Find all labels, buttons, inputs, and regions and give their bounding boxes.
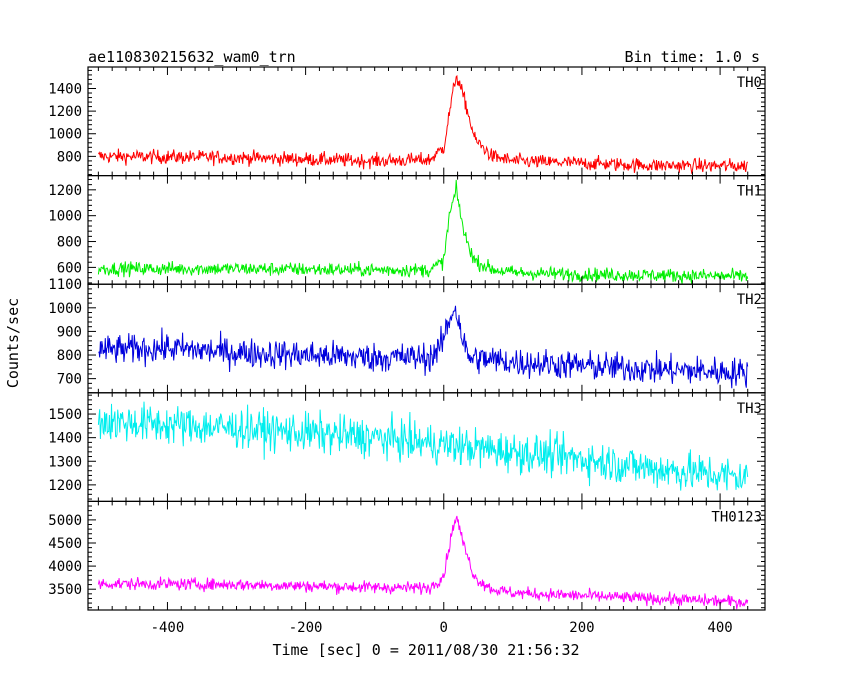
y-tick-label: 700 (57, 372, 82, 388)
y-tick-label: 1400 (48, 431, 82, 447)
trace-th3 (97, 401, 749, 491)
panel-label: TH0 (737, 75, 762, 91)
panel-label: TH3 (737, 401, 762, 417)
trace-th0123 (97, 515, 749, 610)
y-tick-label: 800 (57, 348, 82, 364)
y-tick-label: 1200 (48, 104, 82, 120)
y-tick-label: 5000 (48, 513, 82, 529)
panel-th0: 800 1000 1200 1400 TH0 (48, 66, 766, 177)
y-tick-label: 1000 (48, 127, 82, 143)
panel-th2: 700 800 900 1000 1100 TH2 (48, 277, 766, 394)
x-tick-label: 0 (440, 620, 448, 636)
y-tick-label: 1200 (48, 183, 82, 199)
y-tick-label: 800 (57, 235, 82, 251)
panel-label: TH2 (737, 292, 762, 308)
y-tick-label: 600 (57, 260, 82, 276)
y-tick-label: 1200 (48, 478, 82, 494)
y-tick-label: 1300 (48, 454, 82, 470)
panel-th1: 600 800 1000 1200 TH1 (48, 175, 766, 285)
x-axis-label: Time [sec] 0 = 2011/08/30 21:56:32 (272, 641, 579, 659)
panel-th3: 1200 1300 1400 1500 TH3 (48, 392, 766, 502)
panel-frame (87, 500, 766, 611)
y-tick-label: 1000 (48, 301, 82, 317)
y-tick-label: 1100 (48, 277, 82, 293)
y-tick-label: 1400 (48, 81, 82, 97)
trace-th0 (97, 74, 749, 174)
y-tick-label: 1500 (48, 407, 82, 423)
trace-th1 (97, 179, 749, 285)
x-tick-label: 400 (707, 620, 732, 636)
trace-th2 (98, 305, 749, 389)
panel-label: TH0123 (711, 509, 762, 525)
y-tick-label: 900 (57, 324, 82, 340)
y-tick-label: 3500 (48, 582, 82, 598)
x-tick-label: -400 (151, 620, 185, 636)
bin-time-label: Bin time: 1.0 s (625, 48, 760, 66)
panel-th0123: 3500 4000 4500 5000 TH0123 (48, 500, 766, 611)
x-tick-label: 200 (569, 620, 594, 636)
x-tick-label: -200 (289, 620, 323, 636)
panel-label: TH1 (737, 184, 762, 200)
y-tick-label: 800 (57, 149, 82, 165)
panel-frame (87, 283, 766, 394)
y-axis-label: Counts/sec (4, 298, 22, 388)
y-tick-label: 4500 (48, 536, 82, 552)
y-tick-label: 4000 (48, 559, 82, 575)
chart-title: ae110830215632_wam0_trn (88, 48, 296, 66)
y-tick-label: 1000 (48, 209, 82, 225)
